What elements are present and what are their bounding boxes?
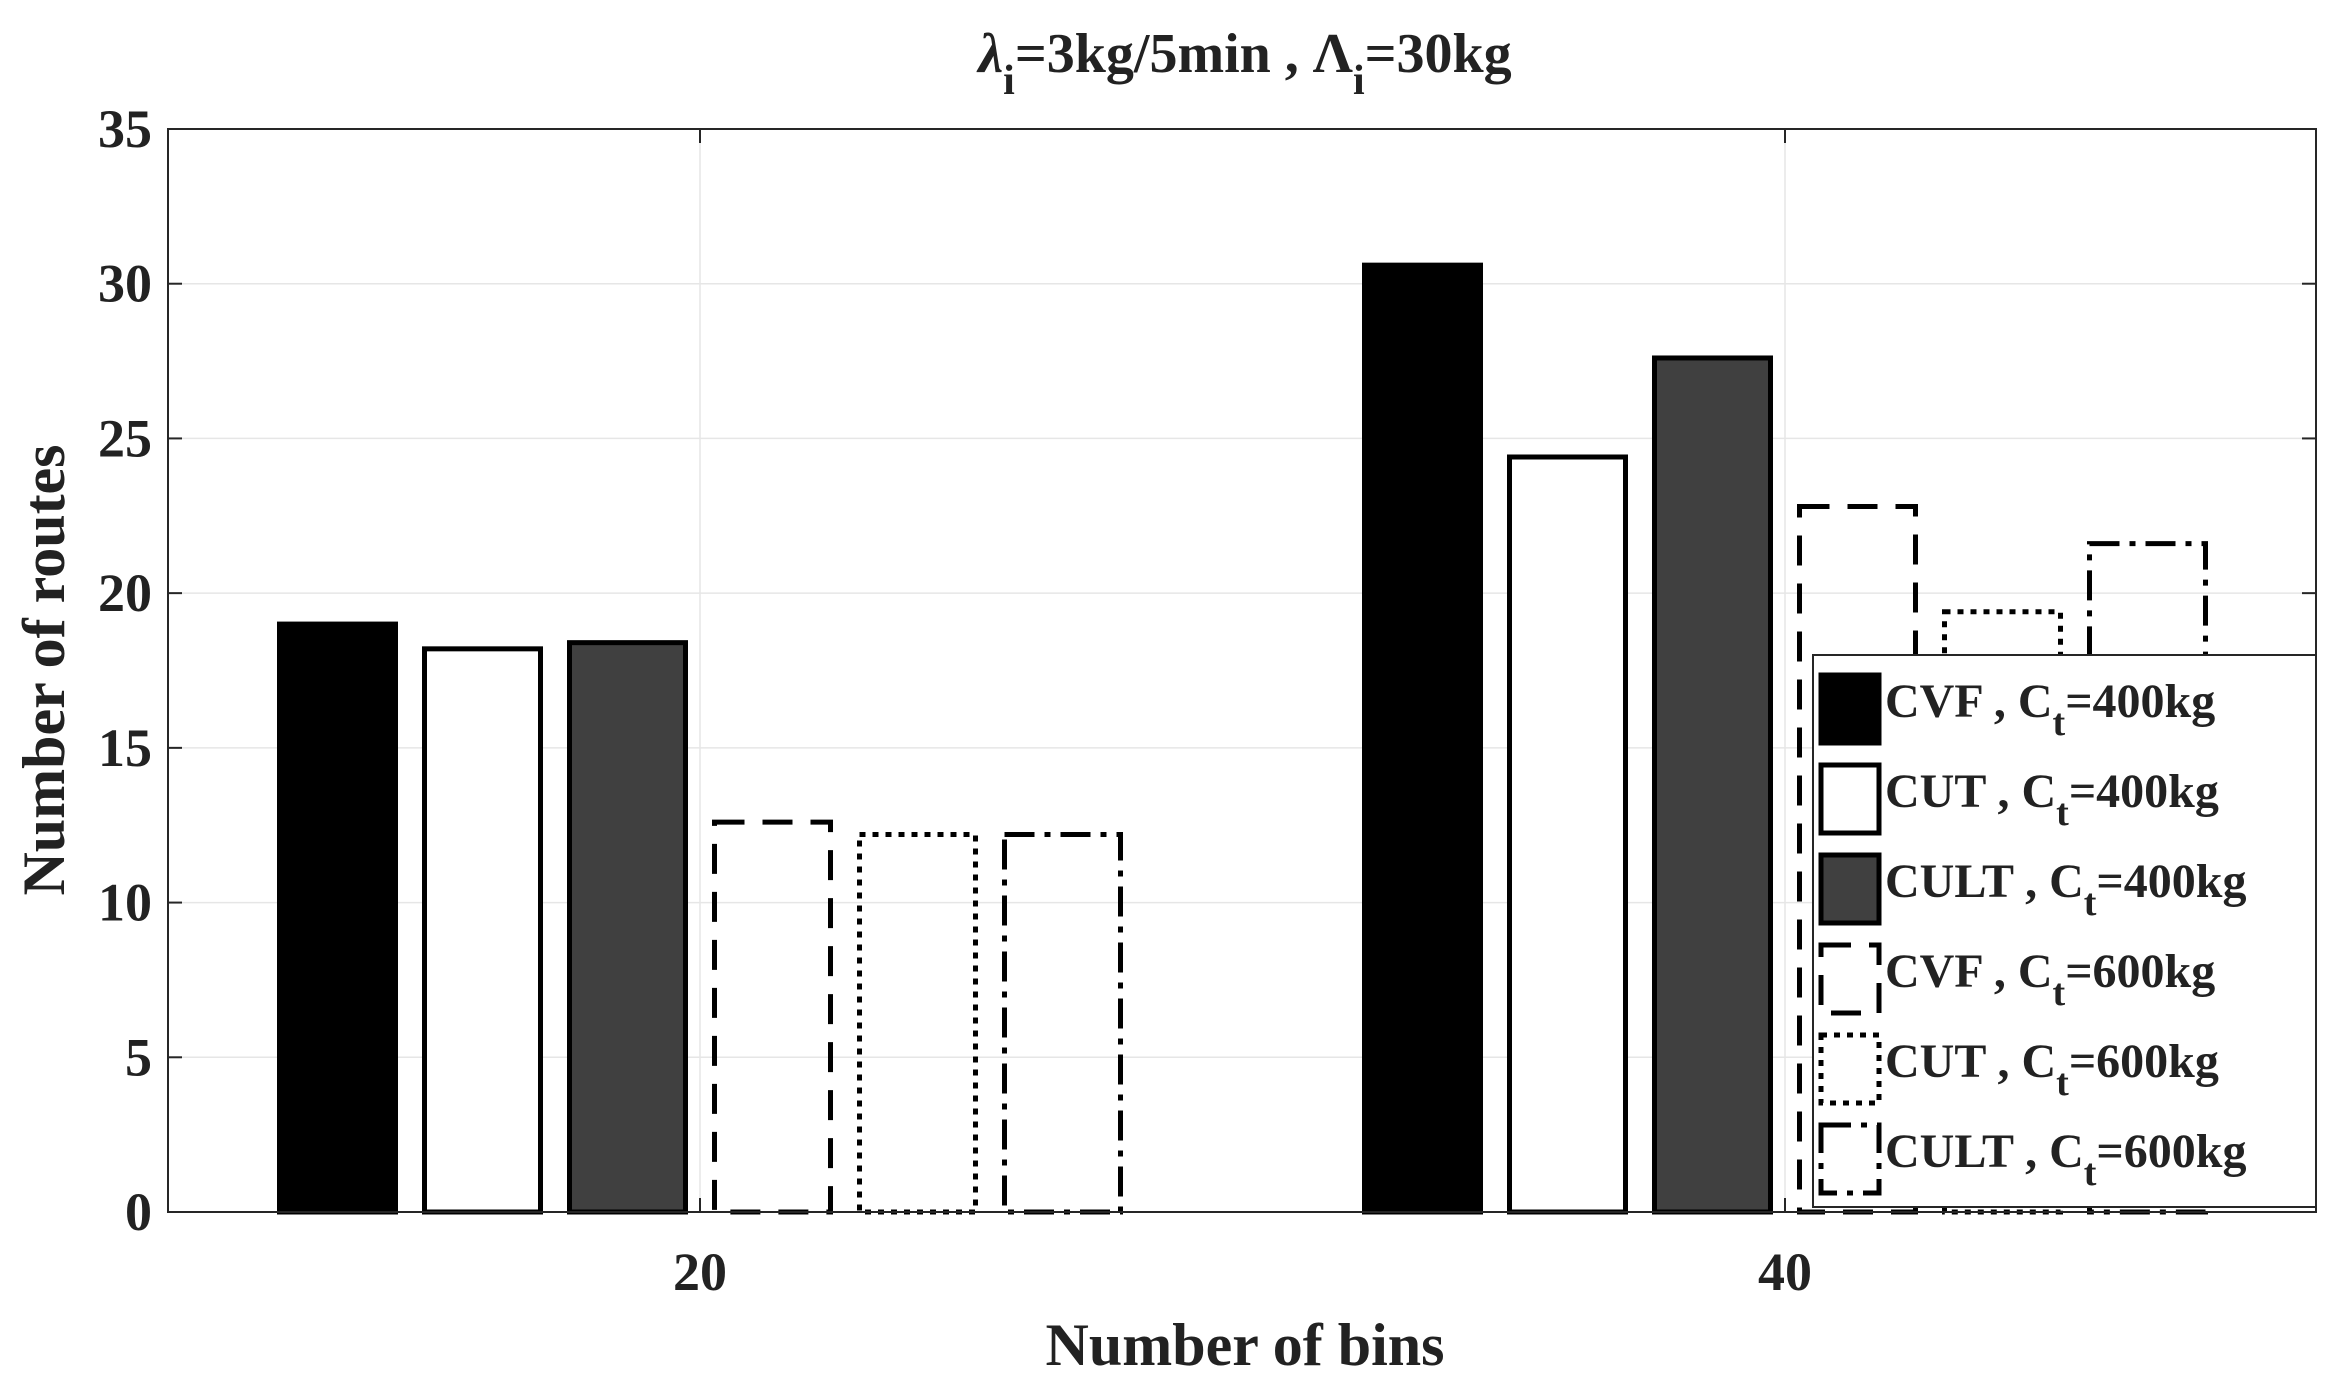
- x-tick-label: 40: [1758, 1242, 1812, 1302]
- legend-capacity-symbol: C: [2018, 945, 2053, 998]
- y-tick-label: 5: [125, 1027, 152, 1087]
- legend-capacity-subscript: t: [2084, 882, 2097, 924]
- legend-entry: CULT , Ct=400kg: [1885, 855, 2246, 924]
- legend-swatch-solid-black: [1818, 672, 1882, 746]
- legend-capacity-value: =400kg: [2069, 765, 2219, 818]
- legend-series-name: CVF: [1885, 675, 1982, 728]
- legend-series-name: CUT: [1885, 765, 1986, 818]
- legend-capacity-symbol: C: [2018, 675, 2053, 728]
- x-tick-label: 20: [673, 1242, 727, 1302]
- y-axis-label: Number of routes: [11, 444, 77, 895]
- chart-title-part: =30kg: [1365, 23, 1512, 85]
- chart-title-part: =3kg/5min , Λ: [1015, 23, 1353, 85]
- bar-solid-gray-20: [567, 640, 688, 1215]
- y-tick-label: 15: [98, 718, 152, 778]
- bar-solid-black-40: [1362, 262, 1483, 1215]
- legend-capacity-symbol: C: [2021, 1035, 2056, 1088]
- bar-dashed-20: [712, 819, 833, 1215]
- legend-capacity-value: =400kg: [2096, 855, 2246, 908]
- x-axis: 20 40: [673, 129, 1812, 1302]
- legend-separator: ,: [2013, 855, 2049, 908]
- legend-separator: ,: [2013, 1125, 2049, 1178]
- y-tick-label: 10: [98, 873, 152, 933]
- legend-entry: CVF , Ct=400kg: [1885, 675, 2215, 744]
- x-axis-label: Number of bins: [1046, 1312, 1445, 1378]
- bar-dashdot-20: [1002, 831, 1123, 1215]
- y-tick-label: 35: [98, 99, 152, 159]
- legend-swatch-solid-white: [1818, 762, 1882, 836]
- legend-swatch-dashed: [1818, 942, 1882, 1016]
- bar-solid-gray-40: [1652, 355, 1773, 1215]
- legend-separator: ,: [1982, 675, 2018, 728]
- legend-capacity-symbol: C: [2049, 855, 2084, 908]
- legend-capacity-value: =600kg: [2069, 1035, 2219, 1088]
- legend-swatch-solid-gray: [1818, 852, 1882, 926]
- legend-entry: CVF , Ct=600kg: [1885, 945, 2215, 1014]
- legend-capacity-subscript: t: [2056, 792, 2069, 834]
- legend-separator: ,: [1982, 945, 2018, 998]
- bar-solid-black-20: [277, 621, 398, 1215]
- y-tick-label: 0: [125, 1182, 152, 1242]
- legend-series-name: CULT: [1885, 1125, 2014, 1178]
- legend-entry: CUT , Ct=600kg: [1885, 1035, 2219, 1104]
- legend-capacity-subscript: t: [2056, 1062, 2069, 1104]
- legend-capacity-subscript: t: [2053, 702, 2066, 744]
- legend-entry: CULT , Ct=600kg: [1885, 1125, 2246, 1194]
- legend-capacity-value: =600kg: [2065, 945, 2215, 998]
- legend-capacity-subscript: t: [2053, 972, 2066, 1014]
- legend-box: [1812, 654, 2317, 1208]
- legend-series-name: CULT: [1885, 855, 2014, 908]
- legend-entry: CUT , Ct=400kg: [1885, 765, 2219, 834]
- legend-swatch-dotted: [1818, 1032, 1882, 1106]
- legend-capacity-subscript: t: [2084, 1152, 2097, 1194]
- chart-title-part: i: [1353, 58, 1365, 104]
- legend-capacity-value: =600kg: [2096, 1125, 2246, 1178]
- legend-capacity-symbol: C: [2021, 765, 2056, 818]
- legend-separator: ,: [1985, 765, 2021, 818]
- bar-solid-white-40: [1507, 454, 1628, 1215]
- chart-title: λi=3kg/5min , Λi=30kg: [976, 23, 1511, 104]
- legend-separator: ,: [1985, 1035, 2021, 1088]
- bars: [277, 262, 2208, 1215]
- y-tick-label: 25: [98, 408, 152, 468]
- legend-series-name: CVF: [1885, 945, 1982, 998]
- legend-swatch-dashdot: [1818, 1122, 1882, 1196]
- chart-title-part: i: [1003, 58, 1015, 104]
- legend-capacity-value: =400kg: [2065, 675, 2215, 728]
- legend-capacity-symbol: C: [2049, 1125, 2084, 1178]
- y-axis: 0 5 10 15 20 25 30 35: [98, 99, 2316, 1242]
- chart-title-part: λ: [976, 23, 1003, 85]
- y-tick-label: 20: [98, 563, 152, 623]
- legend-series-name: CUT: [1885, 1035, 1986, 1088]
- bar-solid-white-20: [422, 646, 543, 1215]
- y-tick-label: 30: [98, 254, 152, 314]
